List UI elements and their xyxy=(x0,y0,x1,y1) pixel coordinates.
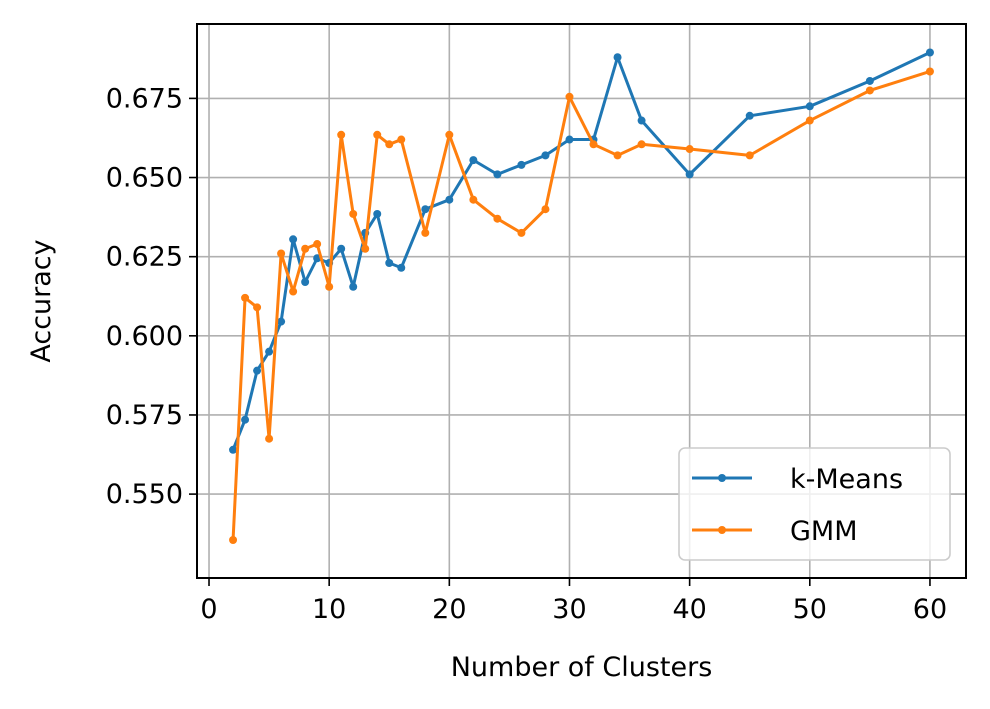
series-gmm xyxy=(229,67,934,545)
x-axis-label: Number of Clusters xyxy=(451,652,713,683)
data-point xyxy=(277,249,286,258)
data-point xyxy=(349,282,358,291)
data-point xyxy=(541,205,550,214)
legend-swatch-marker xyxy=(718,526,726,534)
data-point xyxy=(313,240,322,249)
legend-swatch-marker xyxy=(718,474,726,482)
data-point xyxy=(373,209,382,218)
data-point xyxy=(517,228,526,237)
data-point xyxy=(613,53,622,62)
data-point xyxy=(925,48,934,57)
data-point xyxy=(805,116,814,125)
data-point xyxy=(241,293,250,302)
series-line xyxy=(231,51,931,451)
data-point xyxy=(289,235,298,244)
data-point xyxy=(337,130,346,139)
data-point xyxy=(373,130,382,139)
data-point xyxy=(685,145,694,154)
x-tick-label: 30 xyxy=(552,594,586,625)
data-point xyxy=(865,76,874,85)
x-tick-label: 0 xyxy=(200,594,217,625)
data-point xyxy=(469,156,478,165)
data-point xyxy=(745,151,754,160)
x-tick-label: 20 xyxy=(432,594,466,625)
x-tick-label: 10 xyxy=(312,594,346,625)
data-point xyxy=(541,151,550,160)
legend-item: GMM xyxy=(692,516,858,547)
data-point xyxy=(265,347,274,356)
y-axis-ticks: 0.550 0.575 0.600 0.625 0.650 0.675 xyxy=(106,83,197,510)
series-line xyxy=(231,70,931,541)
data-point xyxy=(565,135,574,144)
data-point xyxy=(469,195,478,204)
data-point xyxy=(589,140,598,149)
x-tick-label: 40 xyxy=(672,594,706,625)
data-point xyxy=(385,140,394,149)
data-point xyxy=(289,287,298,296)
data-point xyxy=(565,92,574,101)
y-axis-label: Accuracy xyxy=(26,239,57,362)
data-point xyxy=(613,151,622,160)
x-axis-ticks: 0 10 20 30 40 50 60 xyxy=(200,578,947,625)
data-point xyxy=(253,303,262,312)
x-tick-label: 50 xyxy=(793,594,827,625)
data-point xyxy=(517,160,526,169)
data-point xyxy=(277,317,286,326)
data-point xyxy=(349,209,358,218)
data-point xyxy=(361,244,370,253)
data-point xyxy=(229,536,238,545)
data-point xyxy=(325,282,334,291)
data-point xyxy=(421,228,430,237)
data-point xyxy=(397,263,406,272)
data-point xyxy=(445,130,454,139)
data-point xyxy=(745,111,754,120)
legend: k-Means GMM xyxy=(678,447,951,561)
y-tick-label: 0.550 xyxy=(106,479,183,510)
y-tick-label: 0.625 xyxy=(106,242,183,273)
data-point xyxy=(253,366,262,375)
plot-frame xyxy=(196,23,967,579)
grid-lines xyxy=(197,24,966,578)
data-point xyxy=(397,135,406,144)
data-point xyxy=(385,259,394,268)
data-point xyxy=(337,244,346,253)
data-point xyxy=(241,415,250,424)
series-k-means xyxy=(229,48,934,454)
data-point xyxy=(805,102,814,111)
legend-label: k-Means xyxy=(790,464,903,495)
data-point xyxy=(301,278,310,287)
y-tick-label: 0.675 xyxy=(106,83,183,114)
data-point xyxy=(493,170,502,179)
data-point xyxy=(229,445,238,454)
legend-box xyxy=(678,447,951,561)
x-tick-label: 60 xyxy=(913,594,947,625)
data-point xyxy=(865,86,874,95)
data-point xyxy=(637,140,646,149)
y-tick-label: 0.650 xyxy=(106,163,183,194)
data-point xyxy=(445,195,454,204)
y-tick-label: 0.600 xyxy=(106,321,183,352)
y-tick-label: 0.575 xyxy=(106,400,183,431)
data-point xyxy=(685,170,694,179)
data-point xyxy=(493,214,502,223)
legend-label: GMM xyxy=(790,516,858,547)
data-point xyxy=(637,116,646,125)
data-point xyxy=(301,244,310,253)
data-point xyxy=(421,205,430,214)
series-layer xyxy=(229,48,934,545)
data-point xyxy=(925,67,934,76)
legend-item: k-Means xyxy=(692,464,903,495)
data-point xyxy=(265,434,274,443)
